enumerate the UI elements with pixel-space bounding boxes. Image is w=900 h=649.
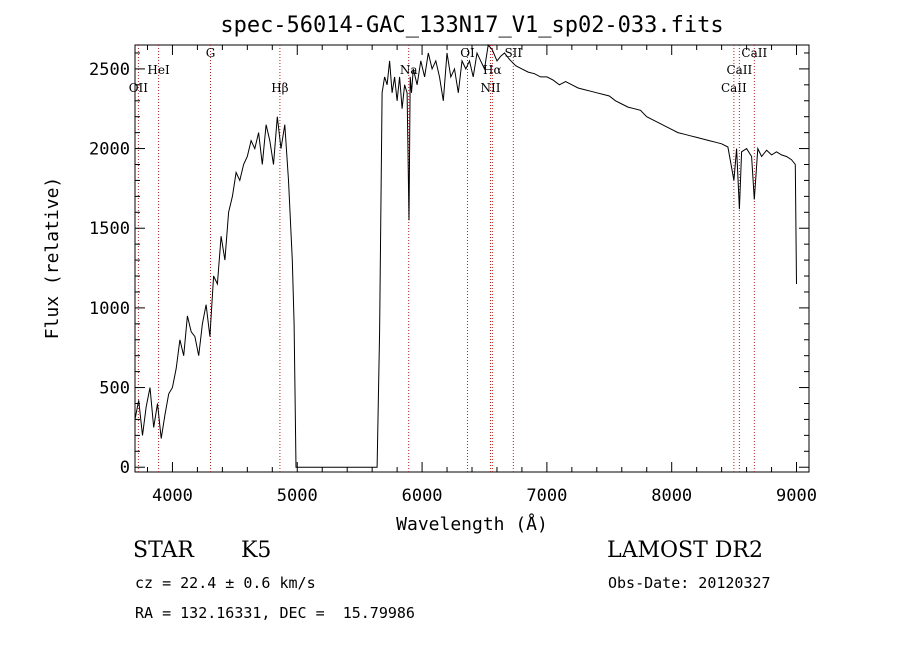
x-tick-label-5: 9000 — [776, 486, 817, 506]
survey-name: LAMOST DR2 — [607, 538, 763, 563]
object-subclass: K5 — [241, 538, 272, 563]
y-tick-label-4: 2000 — [89, 140, 130, 160]
x-tick-label-2: 6000 — [402, 486, 443, 506]
line-label-2: G — [206, 46, 216, 60]
redshift-cz: cz = 22.4 ± 0.6 km/s — [135, 574, 316, 592]
y-axis-label: Flux (relative) — [42, 177, 63, 340]
object-class: STAR — [133, 538, 194, 563]
y-tick-label-1: 500 — [99, 379, 130, 399]
x-axis-label: Wavelength (Å) — [396, 513, 548, 535]
x-axis-ticks: 4000 5000 6000 7000 8000 9000 — [146, 45, 817, 506]
obs-date: Obs-Date: 20120327 — [608, 574, 771, 592]
line-label-3: Hβ — [271, 81, 288, 95]
y-tick-label-3: 1500 — [89, 219, 130, 239]
x-tick-label-3: 7000 — [526, 486, 567, 506]
line-label-10: CaII — [726, 63, 752, 77]
y-axis-ticks: 0 500 1000 1500 2000 2500 — [89, 52, 809, 478]
line-label-8: SII — [504, 46, 522, 60]
line-label-0: OII — [129, 81, 149, 95]
y-tick-label-2: 1000 — [89, 299, 130, 319]
line-label-1: HeI — [147, 63, 170, 77]
coordinates: RA = 132.16331, DEC = 15.79986 — [135, 604, 415, 622]
line-label-5: OI — [460, 46, 475, 60]
plot-frame — [134, 44, 810, 473]
chart-title: spec-56014-GAC_133N17_V1_sp02-033.fits — [220, 13, 723, 38]
x-tick-label-4: 8000 — [651, 486, 692, 506]
line-label-7: Hα — [483, 63, 502, 77]
x-tick-label-1: 5000 — [277, 486, 318, 506]
line-label-6: NII — [480, 81, 500, 95]
y-tick-label-5: 2500 — [89, 60, 130, 80]
spectrum-series-line — [134, 43, 797, 468]
line-label-11: CaII — [741, 46, 767, 60]
y-tick-label-0: 0 — [120, 458, 130, 478]
x-tick-label-0: 4000 — [152, 486, 193, 506]
line-label-9: CaII — [721, 81, 747, 95]
